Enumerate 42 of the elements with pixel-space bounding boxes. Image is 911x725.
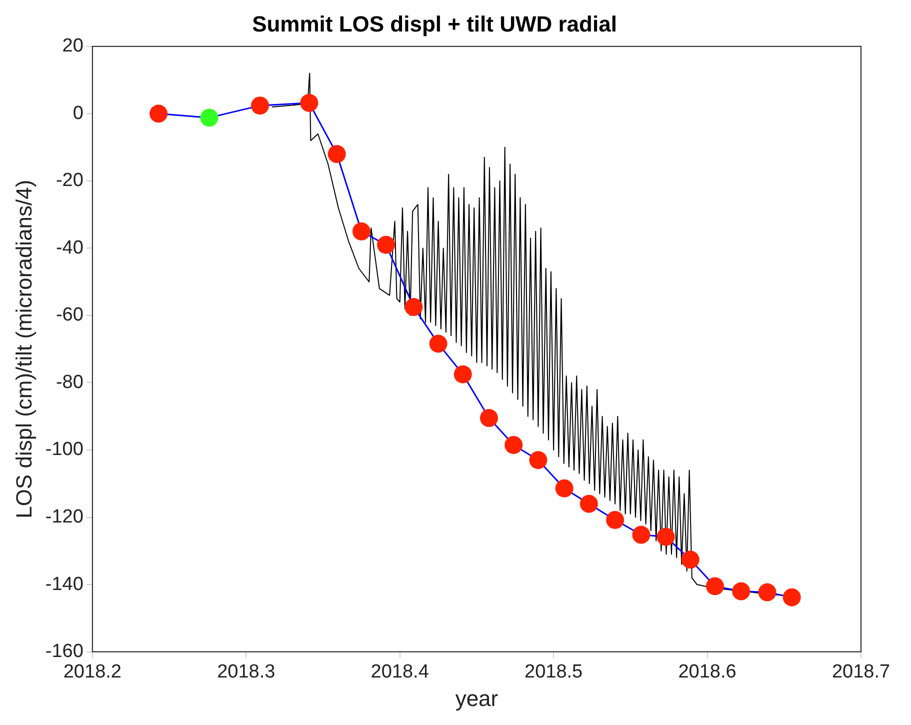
y-tick-label: -40 <box>56 237 84 258</box>
point <box>377 236 396 254</box>
y-tick-label: -20 <box>56 170 84 192</box>
point <box>606 510 624 529</box>
point <box>504 436 523 454</box>
y-tick-label: 0 <box>72 102 84 124</box>
point <box>352 222 370 240</box>
point <box>758 583 776 602</box>
point <box>404 298 423 316</box>
y-tick-label: -120 <box>45 506 84 528</box>
y-tick-label: -160 <box>45 641 84 662</box>
x-tick-label: 2018.3 <box>217 661 276 682</box>
point <box>782 588 801 606</box>
y-tick-label: -60 <box>56 304 84 326</box>
point <box>732 582 750 600</box>
point <box>580 494 598 513</box>
point <box>681 550 700 569</box>
x-tick-label: 2018.5 <box>524 661 583 682</box>
y-tick-label: -80 <box>56 372 84 393</box>
chart-title: Summit LOS displ + tilt UWD radial <box>252 11 617 36</box>
point <box>529 451 548 470</box>
x-axis-title: year <box>455 686 498 711</box>
point <box>480 409 498 428</box>
point <box>300 94 318 112</box>
y-tick-label: -100 <box>45 439 84 460</box>
point <box>555 479 574 498</box>
y-tick-label: 20 <box>62 36 84 57</box>
y-tick-label: -140 <box>45 574 84 595</box>
point <box>706 577 724 596</box>
point <box>150 104 168 123</box>
x-tick-label: 2018.7 <box>832 661 890 682</box>
point <box>632 526 650 544</box>
point <box>328 145 346 164</box>
point <box>200 108 218 127</box>
point <box>454 365 472 384</box>
y-axis-title: LOS displ (cm)/tilt (microradians/4) <box>11 180 36 518</box>
x-tick-label: 2018.2 <box>63 661 122 682</box>
point <box>250 96 269 115</box>
point <box>656 528 675 546</box>
x-tick-label: 2018.6 <box>678 661 736 682</box>
point <box>429 334 448 353</box>
x-tick-label: 2018.4 <box>370 661 430 682</box>
